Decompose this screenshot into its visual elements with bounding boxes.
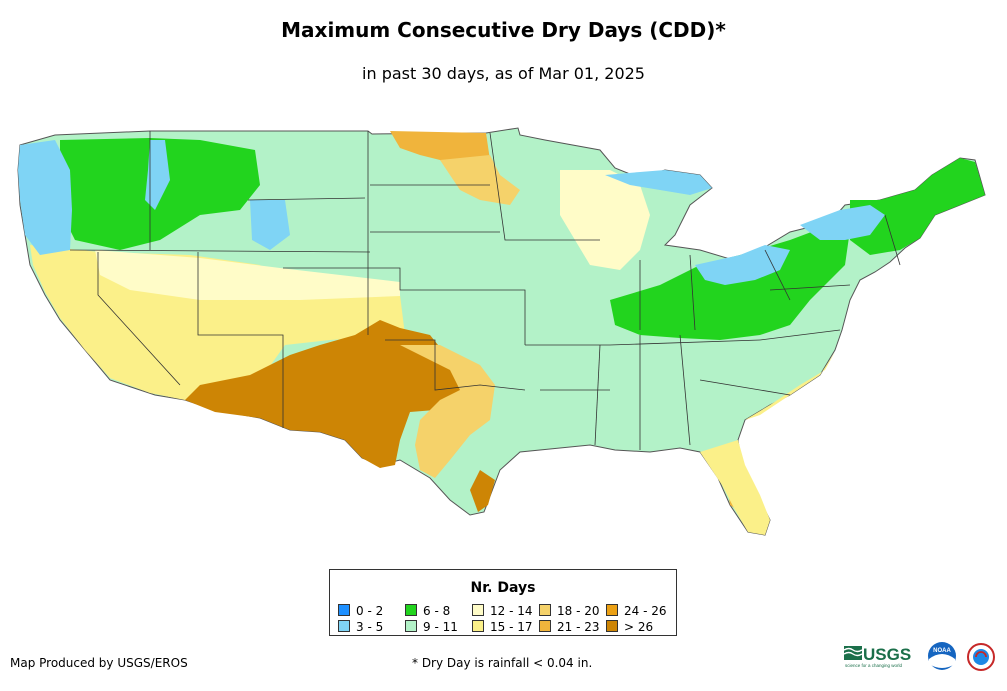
legend-swatch [606,620,618,632]
nws-logo [967,643,995,671]
legend-item-24-26: 24 - 26 [606,604,667,618]
noaa-logo: NOAA [928,642,956,670]
legend-label: > 26 [624,620,654,634]
zone-orange-southwest [185,320,470,468]
legend-label: 15 - 17 [490,620,533,634]
noaa-gull-icon [929,654,955,668]
legend-item-12-14: 12 - 14 [472,604,533,618]
agency-logos: USGS science for a changing world NOAA [843,642,995,671]
usgs-wordmark: USGS [863,645,911,664]
legend-swatch [539,620,551,632]
dry-day-footnote: * Dry Day is rainfall < 0.04 in. [412,656,593,670]
border-line [283,267,526,345]
border-line [247,197,366,201]
border-line [679,334,691,446]
border-line [689,254,696,331]
zone-yellow-upper-midwest [560,170,650,270]
legend-label: 21 - 23 [557,620,600,634]
legend-box: Nr. Days 0 - 2 3 - 5 6 - 8 9 - 11 12 - 1… [329,569,677,636]
usgs-logo: USGS science for a changing world [843,645,911,668]
state-boundaries [69,131,901,450]
cdd-map [17,127,986,536]
zone-gold-southern-plains [400,345,495,478]
border-line [759,329,841,341]
legend-label: 18 - 20 [557,604,600,618]
border-line [609,339,761,346]
zone-green-northeast [850,158,985,255]
legend-swatch [405,620,417,632]
legend-item-6-8: 6 - 8 [405,604,450,618]
legend-label: 3 - 5 [356,620,384,634]
border-line [769,284,851,291]
zone-blue-great-lakes [695,245,790,285]
legend-swatch [472,604,484,616]
border-line [594,344,601,446]
zone-blue-pacific-nw [18,140,72,255]
legend-item-0-2: 0 - 2 [338,604,383,618]
legend-swatch [472,620,484,632]
border-line [69,249,371,253]
zone-blue-new-york [800,205,885,240]
legend-swatch [606,604,618,616]
legend-item-9-11: 9 - 11 [405,620,458,634]
zone-yellow-florida [700,440,770,535]
zone-gold-north-plains [440,155,520,205]
nws-swirl-icon [975,651,987,658]
border-line [489,132,600,241]
legend-label: 12 - 14 [490,604,533,618]
legend-item-15-17: 15 - 17 [472,620,533,634]
border-line [884,214,901,266]
legend-item-21-23: 21 - 23 [539,620,600,634]
usgs-wave-mark-icon [844,646,862,660]
legend-title: Nr. Days [470,580,536,596]
legend-item-3-5: 3 - 5 [338,620,383,634]
zone-blue-idaho-wyoming [145,140,290,250]
legend-swatch [405,604,417,616]
border-line [385,339,526,391]
noaa-wordmark: NOAA [933,648,951,654]
legend-label: 24 - 26 [624,604,667,618]
legend-label: 6 - 8 [423,604,451,618]
producer-credit: Map Produced by USGS/EROS [10,656,188,670]
border-line [197,252,284,428]
map-title: Maximum Consecutive Dry Days (CDD)* [281,18,726,42]
zone-light-yellow-great-basin [95,250,400,300]
zone-orange-texas-coast [470,470,495,512]
usgs-wave-lines [843,647,863,657]
legend-item-gt-26: > 26 [606,620,653,634]
legend-swatch [338,620,350,632]
zone-blue-michigan [605,170,712,195]
map-subtitle: in past 30 days, as of Mar 01, 2025 [362,64,645,83]
border-line [699,379,791,396]
border-line [764,249,791,301]
legend-swatch [338,604,350,616]
border-line [97,252,181,386]
cdd-zones [18,131,985,535]
legend-label: 9 - 11 [423,620,458,634]
legend-label: 0 - 2 [356,604,384,618]
legend-item-18-20: 18 - 20 [539,604,600,618]
legend-swatch [539,604,551,616]
usgs-tagline: science for a changing world [845,663,903,668]
